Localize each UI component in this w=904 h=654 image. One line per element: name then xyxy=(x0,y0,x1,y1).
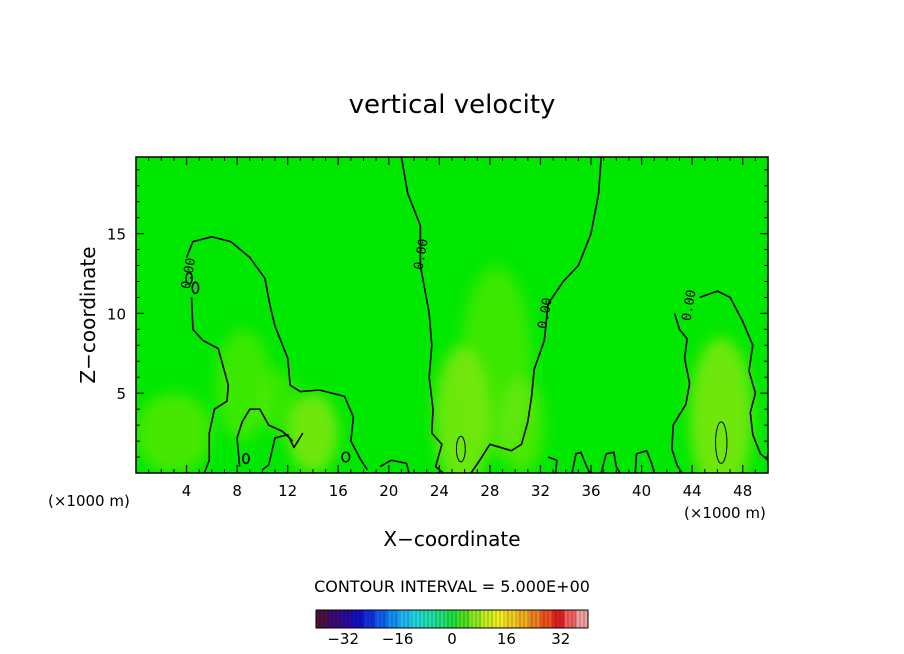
x-tick-label: 8 xyxy=(232,482,242,500)
contour-line xyxy=(400,157,444,473)
colorbar-swatch xyxy=(493,610,506,628)
contour-label: 0.00 xyxy=(179,257,199,290)
colorbar-swatch xyxy=(434,610,447,628)
colorbar-swatch xyxy=(386,610,400,628)
colorbar-swatch xyxy=(505,610,518,628)
colorbar-tick-labels: −32 −16 0 16 32 xyxy=(327,630,570,648)
x-tick-label: 48 xyxy=(733,482,752,500)
x-tick-label: 40 xyxy=(632,482,651,500)
contour-line xyxy=(190,297,230,473)
y-tick-label: 5 xyxy=(116,385,126,403)
y-tick-labels: 5 10 15 xyxy=(107,226,126,404)
closed-contour xyxy=(341,451,351,463)
x-axis-label: X−coordinate xyxy=(383,527,520,551)
colorbar-swatch xyxy=(375,610,388,628)
colorbar-swatch xyxy=(552,610,565,628)
colorbar-swatch xyxy=(576,610,589,628)
contour-line xyxy=(470,157,602,473)
colorbar-swatch xyxy=(564,610,577,628)
colorbar-tick-label: 0 xyxy=(447,630,457,648)
colorbar-swatch xyxy=(446,610,459,628)
contour-line xyxy=(185,236,368,471)
colorbar-swatch xyxy=(457,610,471,628)
warm-patch xyxy=(287,393,339,473)
chart-title: vertical velocity xyxy=(349,90,556,120)
colorbar-swatch xyxy=(469,610,482,628)
contour-line xyxy=(571,451,591,473)
colorbar-tick-label: 32 xyxy=(551,630,570,648)
x-tick-label: 28 xyxy=(480,482,499,500)
contour-line xyxy=(236,408,294,467)
x-tick-label: 24 xyxy=(430,482,449,500)
colorbar-swatch xyxy=(410,610,423,628)
contour-lines xyxy=(185,157,768,473)
y-axis-label: Z−coordinate xyxy=(76,246,100,383)
contour-line xyxy=(600,451,621,473)
x-tick-label: 16 xyxy=(329,482,348,500)
colorbar-swatch xyxy=(327,610,340,628)
contour-line xyxy=(634,449,655,473)
contour-line xyxy=(699,290,768,461)
warm-patch xyxy=(136,393,212,473)
axis-tick-marks xyxy=(136,157,768,473)
plot-area: 0.00 0.00 0.00 0.00 xyxy=(135,156,769,474)
contour-line xyxy=(671,313,691,473)
x-tick-label: 44 xyxy=(683,482,702,500)
x-tick-labels: 4 8 12 16 20 24 28 32 36 40 44 48 xyxy=(182,482,752,500)
contour-line xyxy=(379,459,410,473)
colorbar xyxy=(315,609,589,629)
colorbar-swatch xyxy=(540,610,553,628)
contour-line xyxy=(261,432,304,471)
colorbar-swatch xyxy=(339,610,352,628)
colorbar-frame xyxy=(315,609,589,629)
x-tick-label: 12 xyxy=(278,482,297,500)
warm-patch xyxy=(215,329,272,442)
x-tick-label: 32 xyxy=(531,482,550,500)
y-tick-label: 15 xyxy=(107,226,126,244)
warm-patches xyxy=(136,265,753,473)
warm-patch xyxy=(689,337,753,473)
contour-label: 0.00 xyxy=(535,297,555,330)
contour-label: 0.00 xyxy=(412,238,432,271)
contour-line xyxy=(547,456,558,473)
closed-contour xyxy=(455,435,466,463)
colorbar-swatch xyxy=(517,610,530,628)
warm-patch xyxy=(259,369,298,434)
contour-interval-text: CONTOUR INTERVAL = 5.000E+00 xyxy=(314,577,590,596)
closed-contour xyxy=(715,421,728,464)
colorbar-swatch xyxy=(398,610,411,628)
x-unit-label-right: (×1000 m) xyxy=(684,504,766,522)
colorbar-swatch xyxy=(422,610,435,628)
closed-contour xyxy=(185,271,194,285)
colorbar-tick-label: 16 xyxy=(497,630,516,648)
colorbar-swatch xyxy=(481,610,494,628)
contour-label: 0.00 xyxy=(680,289,700,322)
y-tick-label: 10 xyxy=(107,305,126,323)
x-unit-label: (×1000 m) xyxy=(48,492,130,510)
colorbar-swatch xyxy=(316,610,329,628)
x-tick-label: 20 xyxy=(379,482,398,500)
x-tick-label: 4 xyxy=(182,482,192,500)
x-tick-label: 36 xyxy=(581,482,600,500)
colorbar-swatch xyxy=(363,610,376,628)
colorbar-swatch xyxy=(351,610,364,628)
colorbar-tick-label: −16 xyxy=(382,630,414,648)
contour-labels: 0.00 0.00 0.00 0.00 xyxy=(179,238,700,330)
closed-contour xyxy=(242,453,250,465)
colorbar-swatch xyxy=(528,610,541,628)
warm-patch xyxy=(498,377,545,473)
colorbar-tick-label: −32 xyxy=(327,630,359,648)
closed-contour xyxy=(191,281,200,295)
